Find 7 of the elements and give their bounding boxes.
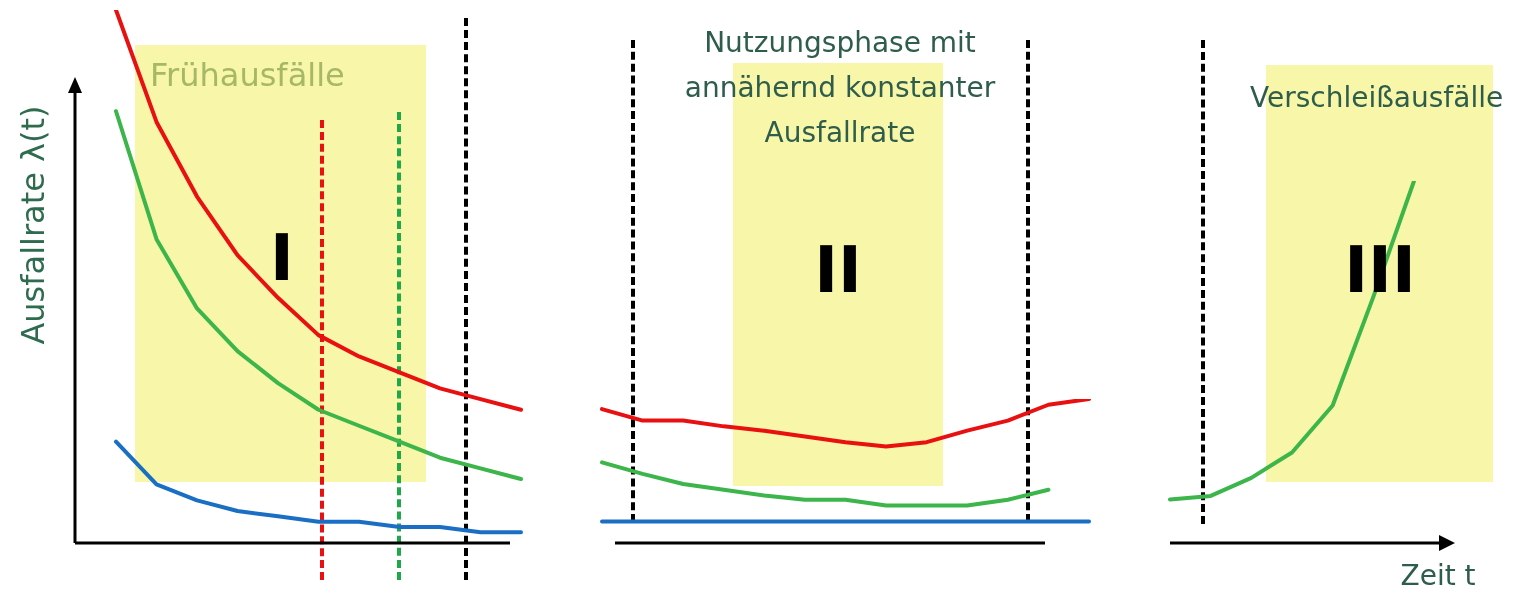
text: II xyxy=(814,232,862,307)
y-axis-title: Ausfallrate λ(t) xyxy=(14,105,53,345)
text: Nutzungsphase mit annähernd konstanter Ausfallrate xyxy=(684,26,996,150)
x-axis-title: Zeit t xyxy=(1400,559,1476,593)
text: Verschleißausfälle xyxy=(1250,81,1504,115)
annotation: Frühausfälle xyxy=(150,56,345,95)
annotation: I xyxy=(270,220,294,295)
